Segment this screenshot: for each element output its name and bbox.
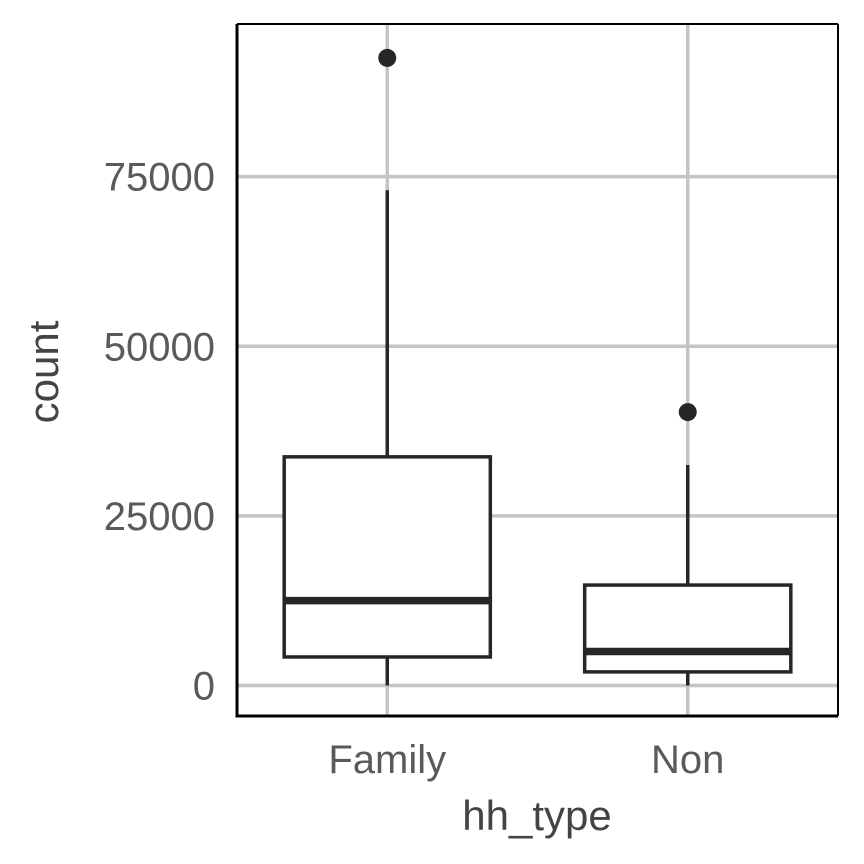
y-tick-label: 75000 [104, 156, 215, 200]
y-tick-label: 50000 [104, 325, 215, 369]
tick-labels: 0 25000 50000 75000 Family Non [104, 156, 725, 782]
box-family [282, 455, 493, 659]
outlier-point-non [678, 403, 697, 422]
y-axis-title: count [20, 320, 67, 423]
x-tick-label: Family [328, 738, 446, 782]
y-tick-label: 0 [193, 664, 215, 708]
x-tick-label: Non [651, 738, 724, 782]
box-non [582, 583, 793, 674]
y-tick-label: 25000 [104, 495, 215, 539]
boxes [282, 48, 793, 686]
outlier-point-family [378, 48, 397, 67]
axes [235, 23, 839, 718]
x-axis-title: hh_type [462, 792, 611, 839]
